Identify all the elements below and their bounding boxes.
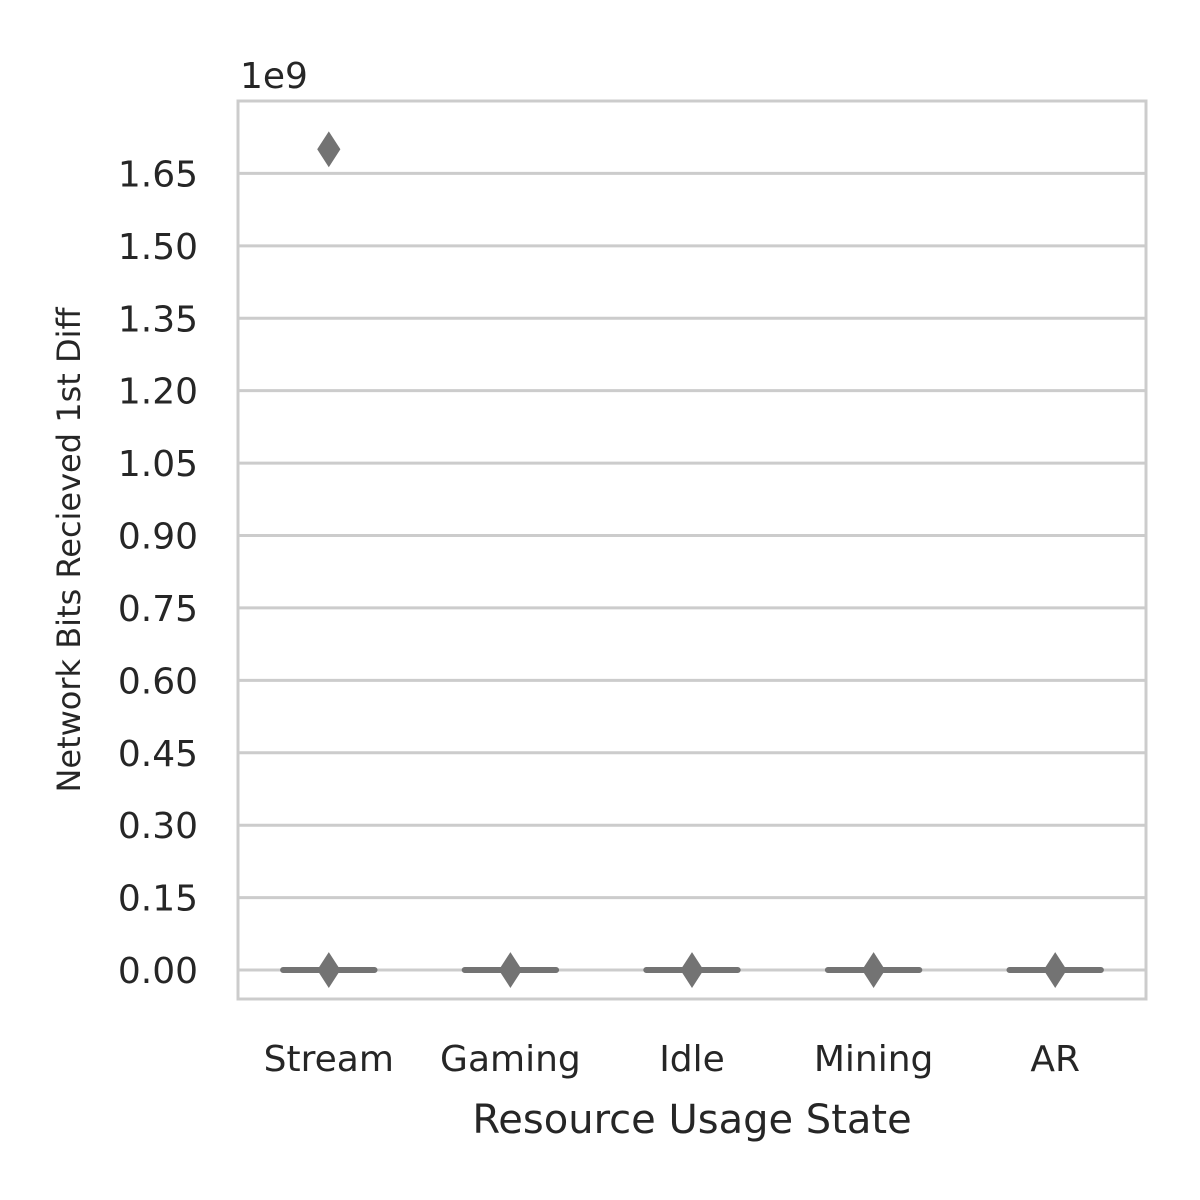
box-mining — [824, 952, 923, 988]
box-gaming — [461, 952, 560, 988]
box-ar — [1006, 952, 1104, 988]
y-tick-label: 1.65 — [118, 154, 198, 195]
y-tick-label: 1.50 — [118, 227, 198, 268]
y-tick-label: 1.05 — [118, 444, 198, 485]
x-axis-label: Resource Usage State — [472, 1097, 911, 1143]
x-tick-label: Stream — [264, 1039, 394, 1080]
grid-lines — [238, 171, 1146, 972]
y-tick-label: 0.00 — [118, 951, 198, 992]
outlier-marker — [680, 952, 704, 988]
box-idle — [643, 952, 741, 988]
x-tick-labels: Stream Gaming Idle Mining AR — [264, 1039, 1080, 1080]
y-tick-label: 1.35 — [118, 299, 198, 340]
outlier-marker — [498, 952, 522, 988]
box-series — [280, 131, 1104, 988]
x-tick-label: AR — [1030, 1039, 1080, 1080]
box-stream — [280, 131, 378, 988]
x-tick-label: Idle — [659, 1039, 725, 1080]
outlier-marker — [317, 952, 341, 988]
y-tick-label: 0.45 — [118, 734, 198, 775]
plot-frame — [236, 99, 1148, 1001]
y-tick-label: 0.60 — [118, 661, 198, 702]
y-offset-label: 1e9 — [240, 56, 308, 97]
x-tick-label: Gaming — [440, 1039, 581, 1080]
outlier-marker — [317, 131, 341, 168]
x-tick-label: Mining — [814, 1039, 934, 1080]
y-tick-label: 0.15 — [118, 879, 198, 920]
y-tick-label: 0.30 — [118, 806, 198, 847]
y-tick-label: 0.90 — [118, 517, 198, 558]
y-tick-labels: 0.00 0.15 0.30 0.45 0.60 0.75 0.90 1.05 1.20 1.35… — [118, 154, 198, 992]
y-tick-label: 1.20 — [118, 372, 198, 413]
y-tick-label: 0.75 — [118, 589, 198, 630]
outlier-marker — [862, 952, 886, 988]
outlier-marker — [1043, 952, 1067, 988]
y-axis-label: Network Bits Recieved 1st Diff — [50, 306, 88, 792]
